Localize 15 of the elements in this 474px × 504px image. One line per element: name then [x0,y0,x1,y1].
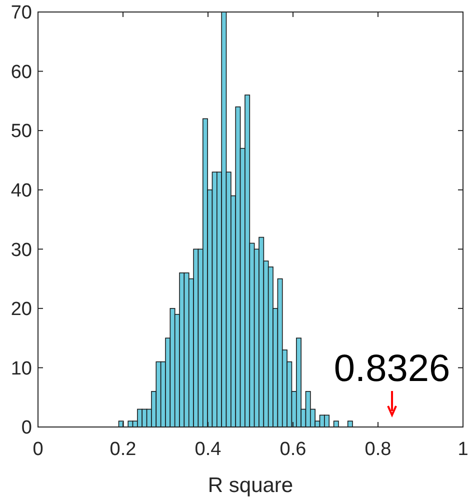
y-tick-label: 0 [21,418,32,439]
x-tick-label: 0.6 [280,439,306,460]
x-tick-label: 0.4 [194,439,222,460]
y-tick-label: 40 [10,180,32,202]
y-tick-label: 10 [10,358,32,380]
y-tick-label: 20 [10,299,32,320]
x-tick-label: 0.2 [110,439,136,460]
annotation: 0.8326 [334,348,450,390]
x-axis-title: R square [208,474,294,497]
y-tick-label: 30 [10,240,32,261]
x-tick-label: 0.8 [364,439,392,460]
x-tick-label: 1 [458,439,468,460]
y-tick-label: 50 [10,121,32,142]
y-tick-label: 70 [10,2,32,24]
y-tick-label: 60 [10,62,32,83]
